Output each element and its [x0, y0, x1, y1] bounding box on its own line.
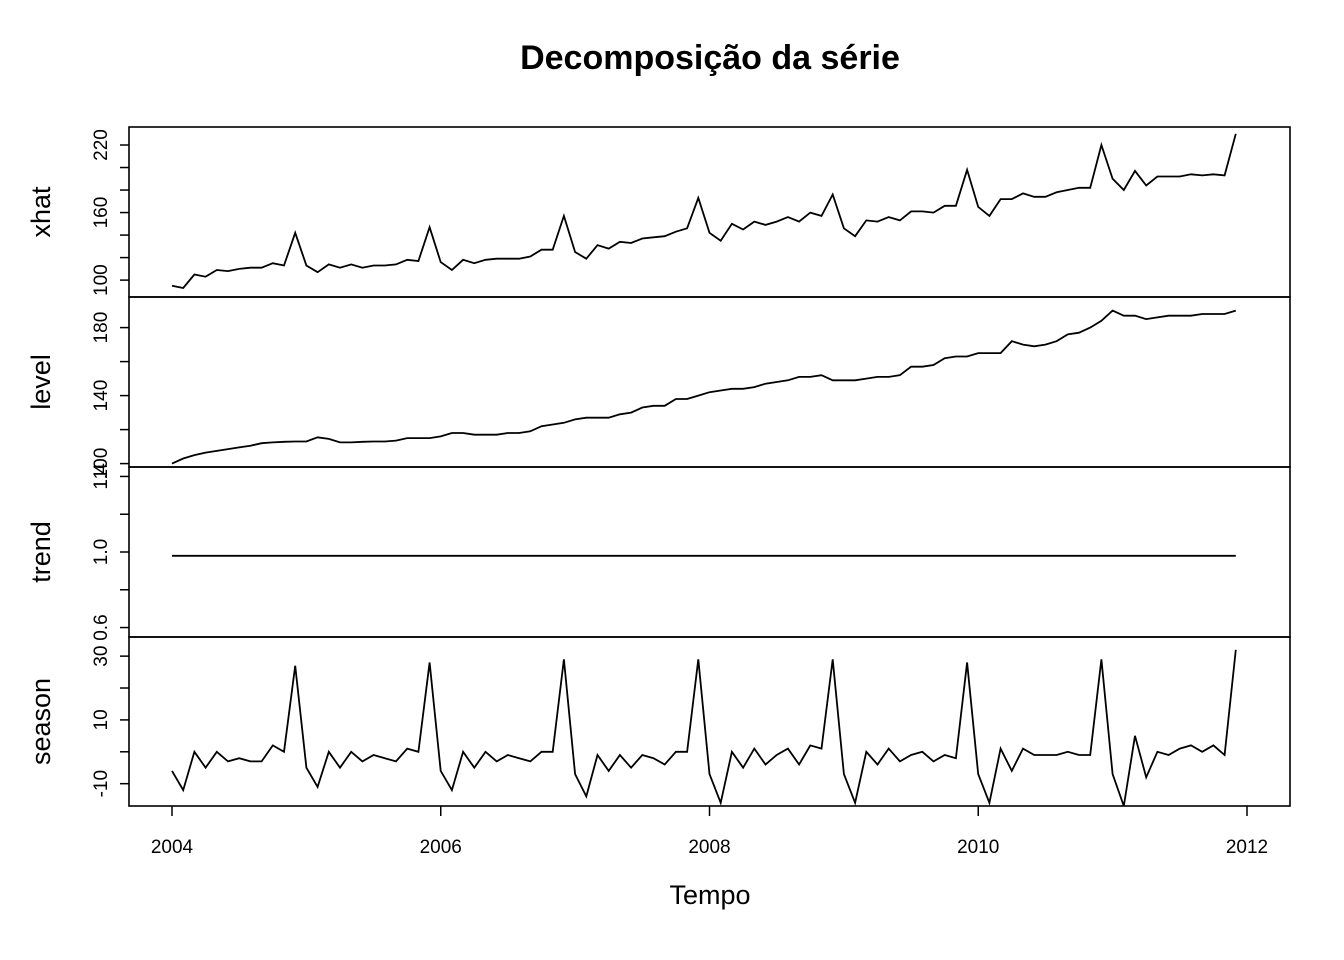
level-y-tick-label: 180	[91, 312, 112, 344]
x-axis-label: Tempo	[669, 880, 750, 910]
season-y-tick-label: 30	[91, 646, 112, 667]
xhat-y-tick-label: 160	[91, 197, 112, 229]
level-y-tick-label: 100	[91, 448, 112, 480]
trend-y-tick-label: 0.6	[91, 614, 112, 640]
level-series-line	[171, 309, 1237, 465]
xhat-y-label: xhat	[26, 186, 56, 238]
panel-level: 100 140 180 level	[26, 296, 1291, 480]
panel-trend: 0.6 1.0 1.4 trend	[26, 463, 1291, 641]
xhat-y-tick-label: 220	[91, 129, 112, 161]
panels-group: 100 160 220 xhat 100 140 180 level 0.6 1.0 1.4 tren…	[26, 126, 1291, 807]
x-tick-label: 2008	[688, 837, 730, 858]
season-y-label: season	[26, 678, 56, 765]
x-axis: 2004 2006 2008 2010 2012	[151, 806, 1268, 858]
xhat-series-line	[171, 133, 1237, 289]
season-y-tick-label: 10	[91, 709, 112, 730]
x-tick-label: 2012	[1226, 837, 1268, 858]
trend-y-label: trend	[26, 521, 56, 583]
panel-season: -10 10 30 season	[26, 636, 1291, 807]
xhat-panel-frame	[128, 126, 1291, 298]
x-tick-label: 2006	[420, 837, 462, 858]
chart-title: Decomposição da série	[520, 39, 900, 77]
season-y-tick-label: -10	[91, 770, 112, 797]
x-tick-label: 2004	[151, 837, 194, 858]
trend-y-tick-label: 1.0	[91, 539, 112, 565]
season-series-line	[171, 649, 1237, 807]
xhat-y-tick-label: 100	[91, 264, 112, 296]
trend-panel-frame	[128, 466, 1291, 638]
level-y-tick-label: 140	[91, 380, 112, 412]
x-tick-label: 2010	[957, 837, 999, 858]
panel-xhat: 100 160 220 xhat	[26, 126, 1291, 298]
level-y-label: level	[26, 354, 56, 410]
trend-y-tick-label: 1.4	[91, 463, 112, 490]
